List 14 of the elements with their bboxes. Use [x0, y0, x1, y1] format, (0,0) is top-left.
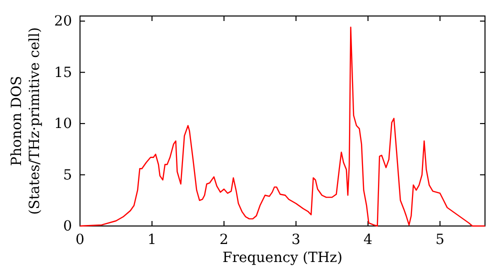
x-tick-label: 1: [148, 232, 156, 248]
x-tick-label: 5: [436, 232, 444, 248]
x-tick-label: 4: [364, 232, 373, 248]
x-tick-label: 0: [76, 232, 84, 248]
x-tick-label: 2: [220, 232, 228, 248]
y-tick-label: 10: [54, 116, 72, 132]
x-axis-title: Frequency (THz): [222, 250, 343, 266]
y-tick-label: 20: [54, 14, 72, 30]
y-tick-label: 15: [54, 64, 72, 81]
y-axis-title: Phonon DOS (States/THz·primitive cell): [9, 27, 43, 215]
y-tick-label: 0: [63, 218, 72, 234]
x-tick-label: 3: [292, 232, 300, 248]
line-series: [79, 26, 486, 227]
y-tick-label: 5: [63, 167, 72, 184]
